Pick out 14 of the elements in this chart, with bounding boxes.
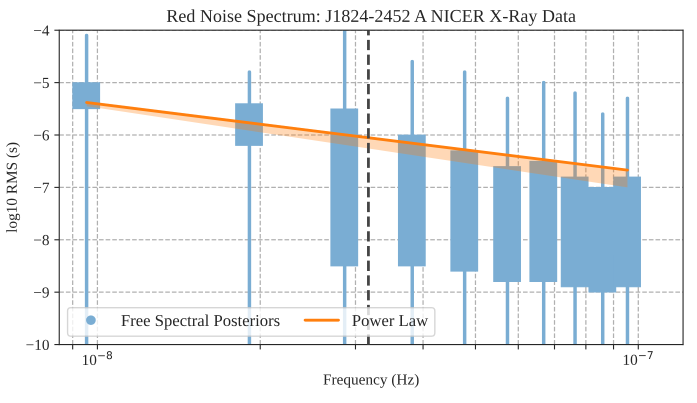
x-tick-label: 10$^{−7}$ [624, 351, 653, 365]
y-tick-label: −7 [34, 182, 50, 193]
x-tick-label: 10$^{−8}$ [82, 351, 112, 366]
chart-title: Red Noise Spectrum: J1824-2452 A NICER X-Ray Data [166, 9, 576, 26]
y-axis-title: log10 RMS (s) [6, 142, 20, 233]
y-tick-label: −6 [34, 130, 50, 140]
y-tick-label: −10 [26, 340, 49, 350]
y-tick-label: −5 [34, 78, 49, 88]
x-axis-title: Frequency (Hz) [323, 374, 419, 388]
legend-label: Free Spectral Posteriors [121, 314, 280, 330]
legend-label: Power Law [352, 315, 428, 326]
y-tick-label: −4 [34, 25, 50, 36]
y-tick-label: −9 [34, 287, 49, 298]
y-tick-label: −8 [34, 234, 49, 246]
